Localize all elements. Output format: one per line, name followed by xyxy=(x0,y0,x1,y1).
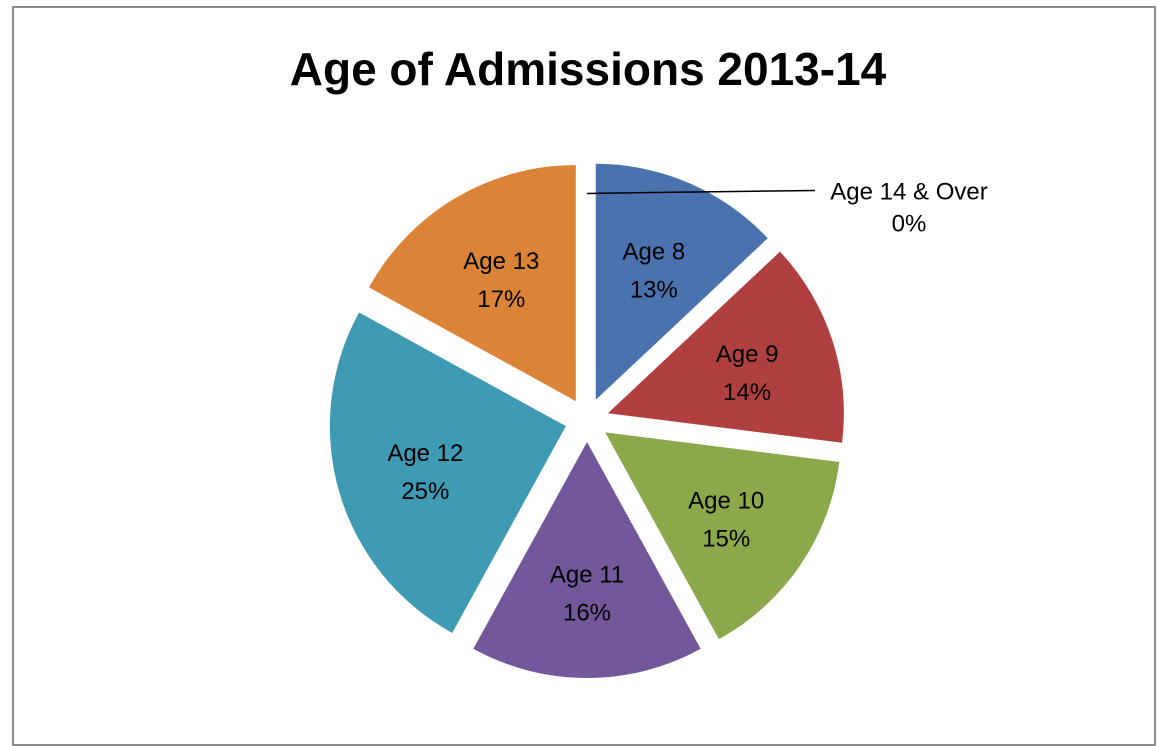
slice-age-8-percent: 13% xyxy=(630,277,678,304)
slice-age-14-over-percent: 0% xyxy=(892,210,927,237)
slice-age-10 xyxy=(605,432,840,640)
slice-age-13-percent: 17% xyxy=(477,286,525,313)
slice-age-10-label: Age 10 xyxy=(688,488,764,515)
slice-age-14-over-leader-line xyxy=(586,189,816,195)
slice-age-8-label: Age 8 xyxy=(622,239,685,266)
slice-age-14-over-label: Age 14 & Over xyxy=(830,178,987,205)
slice-age-8 xyxy=(595,163,768,400)
chart-title: Age of Admissions 2013-14 xyxy=(289,43,887,95)
pie-chart: Age 8 13% Age 9 14% Age 10 15% Age 11 16% Age 12… xyxy=(329,163,988,678)
slice-age-9 xyxy=(607,251,844,443)
slice-age-13-label: Age 13 xyxy=(463,248,539,275)
slice-age-12-label: Age 12 xyxy=(387,440,463,467)
slice-age-12-percent: 25% xyxy=(401,478,449,505)
slice-age-12 xyxy=(329,312,566,633)
slice-age-13 xyxy=(368,165,576,402)
slice-age-11 xyxy=(473,442,701,678)
slice-age-9-label: Age 9 xyxy=(716,341,779,368)
slice-age-11-percent: 16% xyxy=(563,599,611,626)
slice-age-9-percent: 14% xyxy=(723,379,771,406)
slice-age-10-percent: 15% xyxy=(702,526,750,553)
slice-age-11-label: Age 11 xyxy=(550,561,624,588)
